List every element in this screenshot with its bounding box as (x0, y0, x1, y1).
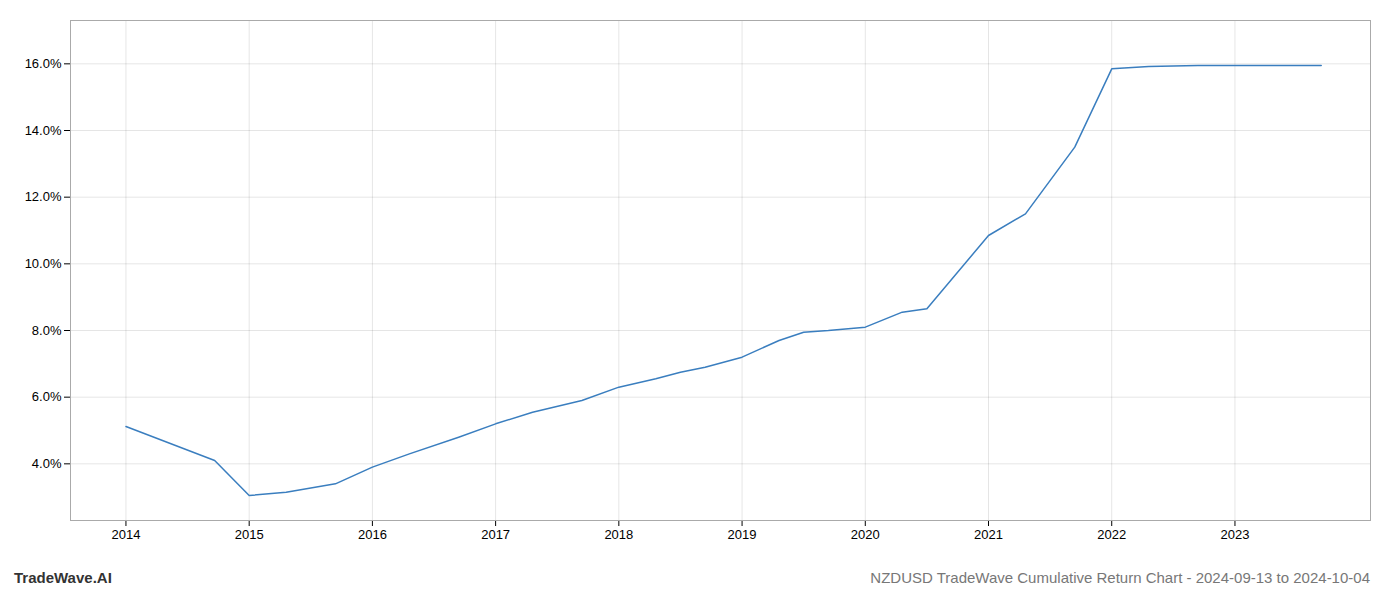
svg-text:4.0%: 4.0% (32, 456, 62, 471)
svg-text:2020: 2020 (851, 527, 880, 542)
html-text:TradeWave.AI: TradeWave.AI (14, 568, 112, 586)
svg-text:14.0%: 14.0% (25, 123, 62, 138)
svg-text:6.0%: 6.0% (32, 389, 62, 404)
svg-text:2014: 2014 (111, 527, 140, 542)
svg-text:2017: 2017 (481, 527, 510, 542)
svg-text:12.0%: 12.0% (25, 189, 62, 204)
svg-text:2019: 2019 (728, 527, 757, 542)
svg-text:2016: 2016 (358, 527, 387, 542)
svg-text:2021: 2021 (974, 527, 1003, 542)
svg-text:8.0%: 8.0% (32, 323, 62, 338)
svg-text:2023: 2023 (1220, 527, 1249, 542)
html-text:NZDUSD TradeWave Cumulative Re: NZDUSD TradeWave Cumulative Return Chart… (870, 568, 1370, 586)
svg-text:2018: 2018 (604, 527, 633, 542)
svg-text:2015: 2015 (235, 527, 264, 542)
svg-text:16.0%: 16.0% (25, 56, 62, 71)
svg-text:2022: 2022 (1097, 527, 1126, 542)
svg-text:10.0%: 10.0% (25, 256, 62, 271)
